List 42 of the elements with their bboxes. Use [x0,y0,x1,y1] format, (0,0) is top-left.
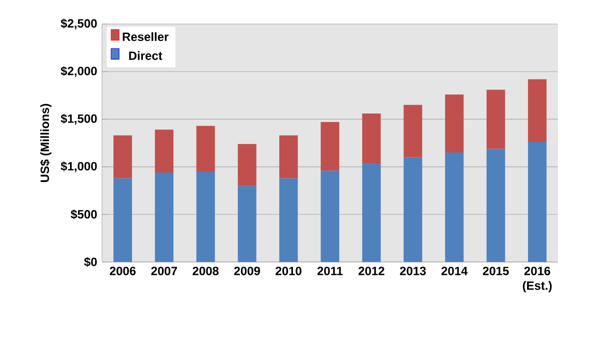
bar [445,94,464,153]
x-tick-label: 2007 [151,266,177,276]
bar [154,130,174,173]
bar [196,126,215,172]
x-tick-label: 2016 (Est.) [522,266,552,292]
x-tick-label: 2009 [234,266,260,276]
bar [486,90,506,149]
x-tick-label: 2012 [358,266,384,276]
y-tick-label: $2,500 [60,18,97,30]
bar [528,79,547,142]
bar [486,148,506,262]
bar [320,122,340,171]
bar [113,135,132,178]
x-tick-label: 2011 [317,266,343,276]
bar [154,172,174,262]
bar [196,172,215,262]
legend-label: Reseller [122,32,169,42]
bar [362,162,381,262]
bar [113,178,132,262]
bar [445,152,464,262]
bar [362,113,381,163]
bar [279,178,298,262]
bar [320,170,340,262]
x-tick-label: 2008 [192,266,219,276]
y-tick-label: $2,000 [60,66,97,77]
y-axis-title: US$ (Millions) [40,104,52,182]
bar [528,142,547,262]
bar [238,186,256,262]
x-tick-label: 2015 [482,266,509,276]
x-tick-label: 2010 [276,266,302,276]
y-tick-label: $1,000 [60,161,97,172]
x-tick-label: 2014 [441,266,468,276]
legend-label: Direct [129,51,162,60]
bar [404,157,422,262]
x-tick-label: 2006 [110,266,136,276]
x-tick-label: 2013 [400,266,426,276]
bar [279,135,298,178]
y-tick-label: $0 [84,257,97,267]
y-tick-label: $1,500 [60,114,97,125]
y-tick-label: $500 [70,210,97,220]
bar [238,144,256,186]
bar [404,104,422,158]
